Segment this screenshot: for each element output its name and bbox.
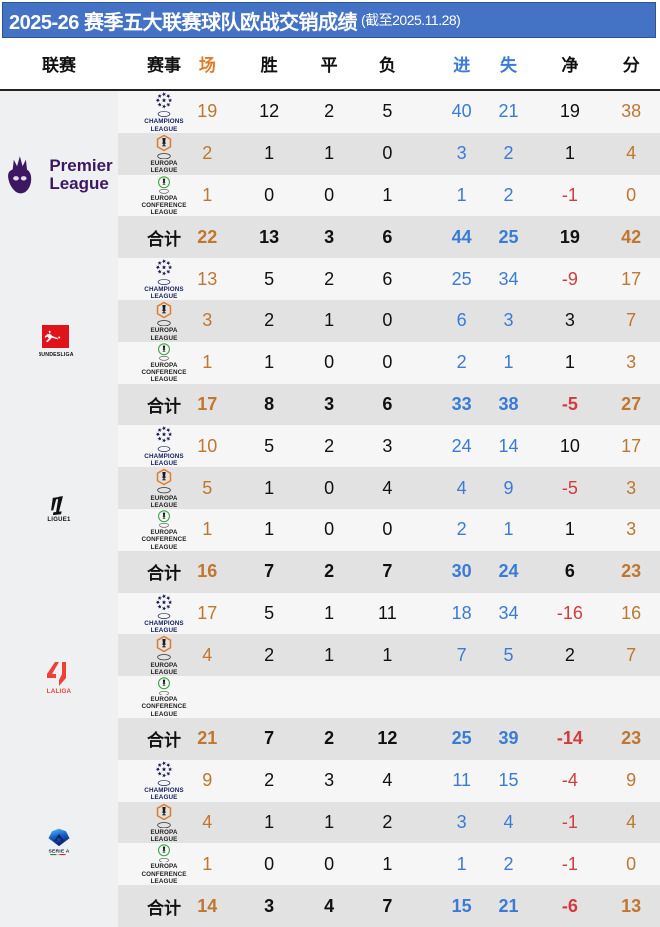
svg-text:LIGUE1: LIGUE1 <box>47 517 71 523</box>
svg-text:SERIE A: SERIE A <box>49 848 70 854</box>
svg-text:LALIGA: LALIGA <box>47 688 72 695</box>
svg-text:BUNDESLIGA: BUNDESLIGA <box>39 352 74 358</box>
